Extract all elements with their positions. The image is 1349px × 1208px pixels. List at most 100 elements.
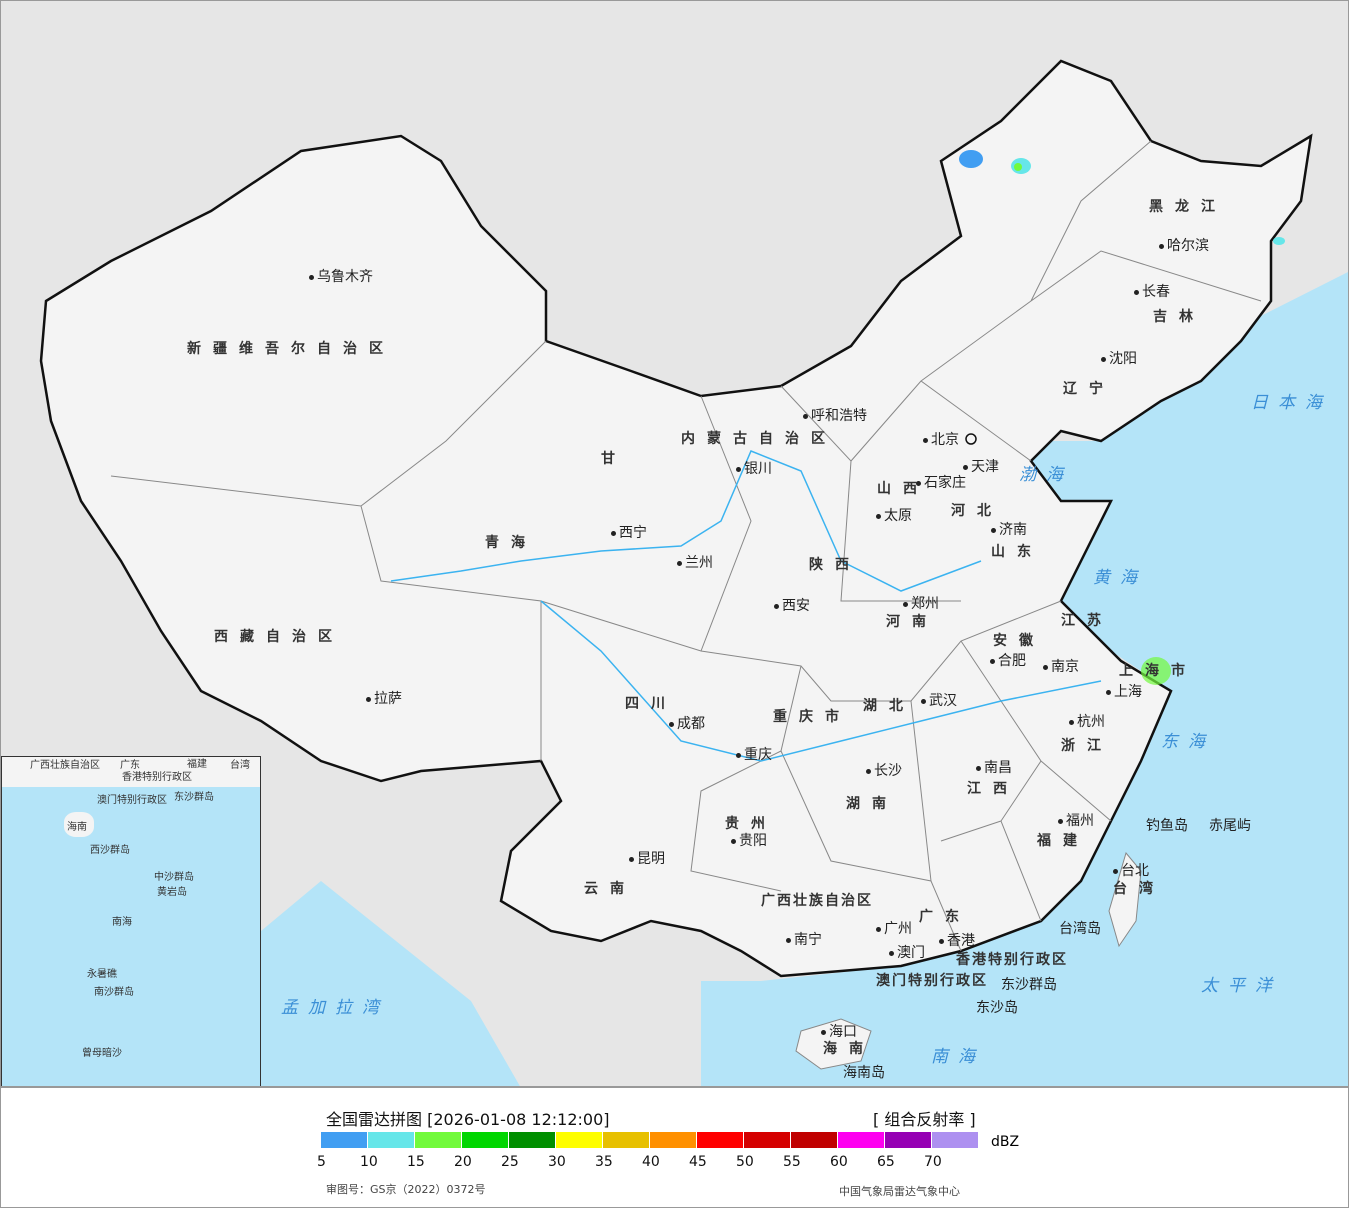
inset-label: 福建: [187, 759, 207, 770]
island-label: 海南岛: [843, 1065, 885, 1081]
product-label: [ 组合反射率 ]: [873, 1110, 976, 1129]
map-approval-number: 审图号：GS京（2022）0372号: [326, 1183, 486, 1196]
province-label: 香港特别行政区: [956, 952, 1068, 968]
tick-label: 10: [360, 1154, 378, 1170]
ocean: [701, 272, 1348, 1086]
sea-label: 日本海: [1251, 393, 1332, 413]
province-label: 山东: [991, 544, 1043, 560]
ocean-west: [261, 881, 520, 1086]
province-label: 吉林: [1153, 309, 1205, 325]
rivers: [390, 450, 1102, 762]
color-swatch: [509, 1132, 555, 1148]
city-label: 昆明: [629, 851, 665, 867]
province-label: 西藏自治区: [214, 629, 344, 645]
city-label: 杭州: [1069, 714, 1105, 730]
map-shapes: [39, 59, 1348, 1086]
province-label: 海南: [823, 1041, 875, 1057]
inset-hainan: [64, 812, 94, 837]
color-swatch: [368, 1132, 414, 1148]
inset-label: 广西壮族自治区: [30, 760, 100, 771]
color-swatch: [885, 1132, 931, 1148]
province-label: 贵州: [725, 816, 777, 832]
island-label: 东沙群岛: [1001, 977, 1057, 993]
province-label: 澳门特别行政区: [876, 973, 988, 989]
island-label: 钓鱼岛: [1146, 818, 1188, 834]
tick-label: 45: [689, 1154, 707, 1170]
city-label: 福州: [1058, 813, 1094, 829]
china-outline: [39, 59, 1313, 978]
tick-label: 15: [407, 1154, 425, 1170]
sea-label: 渤海: [1019, 465, 1073, 485]
city-label: 香港: [939, 933, 975, 949]
city-label: 太原: [876, 508, 912, 524]
color-swatch: [838, 1132, 884, 1148]
tick-label: 65: [877, 1154, 895, 1170]
inset-label: 南海: [112, 917, 132, 928]
radar-echoes: [959, 150, 1285, 685]
city-label: 拉萨: [366, 691, 402, 707]
radar-mosaic-title: 全国雷达拼图 [2026-01-08 12:12:00]: [326, 1110, 610, 1129]
sea-label: 孟加拉湾: [281, 998, 389, 1018]
province-label: 黑龙江: [1149, 199, 1227, 215]
beijing-capital-marker: [965, 433, 977, 445]
city-label: 乌鲁木齐: [309, 269, 373, 285]
city-label: 海口: [821, 1024, 857, 1040]
province-label: 云南: [584, 881, 636, 897]
province-label: 新疆维吾尔自治区: [187, 341, 395, 357]
inset-land: [2, 757, 260, 787]
province-label: 甘: [601, 451, 627, 467]
province-label: 辽宁: [1063, 381, 1115, 397]
inset-label: 澳门特别行政区: [97, 795, 167, 806]
province-label: 陕西: [809, 557, 861, 573]
province-label: 重庆市: [773, 709, 851, 725]
city-label: 沈阳: [1101, 351, 1137, 367]
unit-label: dBZ: [991, 1134, 1020, 1150]
inset-label: 台湾: [230, 760, 250, 771]
tick-label: 5: [317, 1154, 326, 1170]
color-swatch: [462, 1132, 508, 1148]
inset-label: 南沙群岛: [94, 987, 134, 998]
island-label: 东沙岛: [976, 1000, 1018, 1016]
south-china-sea-inset: 广西壮族自治区 广东 福建 台湾 香港特别行政区 澳门特别行政区 海南 东沙群岛 西沙群岛 中沙群…: [1, 756, 261, 1086]
inset-label: 香港特别行政区: [122, 772, 192, 783]
color-swatch: [603, 1132, 649, 1148]
province-label: 广西壮族自治区: [761, 893, 873, 909]
province-label: 上海市: [1119, 663, 1197, 679]
province-label: 湖北: [863, 698, 915, 714]
province-label: 江西: [967, 781, 1019, 797]
color-swatch: [932, 1132, 978, 1148]
province-label: 台湾: [1113, 881, 1165, 897]
tick-label: 40: [642, 1154, 660, 1170]
city-label: 成都: [669, 716, 705, 732]
inset-label: 曾母暗沙: [82, 1048, 122, 1059]
city-label: 合肥: [990, 653, 1026, 669]
organization-credit: 中国气象局雷达气象中心: [839, 1185, 960, 1198]
radar-map[interactable]: 乌鲁木齐 拉萨 西宁 兰州 银川 呼和浩特 北京 天津 石家庄 太原 济南 西安 郑州 合肥 南京 上海 杭州 武…: [0, 0, 1349, 1087]
island-label: 赤尾屿: [1209, 818, 1251, 834]
city-label: 兰州: [677, 555, 713, 571]
city-label: 哈尔滨: [1159, 238, 1209, 254]
city-label: 北京: [923, 432, 959, 448]
city-label: 南京: [1043, 659, 1079, 675]
inset-label: 东沙群岛: [174, 792, 214, 803]
color-swatch: [744, 1132, 790, 1148]
city-label: 南宁: [786, 932, 822, 948]
sea-label: 太平洋: [1201, 976, 1282, 996]
color-scale: [321, 1132, 978, 1148]
city-label: 郑州: [903, 596, 939, 612]
inset-label: 西沙群岛: [90, 845, 130, 856]
city-label: 西宁: [611, 525, 647, 541]
province-label: 江苏: [1061, 613, 1113, 629]
tick-label: 25: [501, 1154, 519, 1170]
city-label: 济南: [991, 522, 1027, 538]
color-swatch: [415, 1132, 461, 1148]
inset-label: 广东: [120, 760, 140, 771]
color-swatch: [556, 1132, 602, 1148]
tick-label: 55: [783, 1154, 801, 1170]
city-label: 贵阳: [731, 833, 767, 849]
province-label: 河北: [951, 503, 1003, 519]
color-swatch: [791, 1132, 837, 1148]
province-borders: [110, 140, 1262, 952]
city-label: 南昌: [976, 760, 1012, 776]
island-label: 台湾岛: [1059, 921, 1101, 937]
